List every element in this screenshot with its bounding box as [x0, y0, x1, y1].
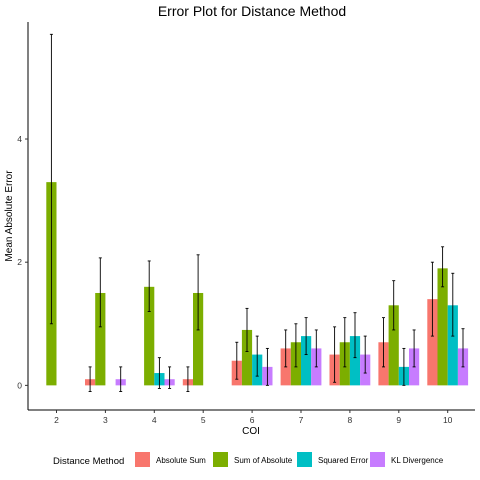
plot-area — [46, 33, 469, 392]
legend: Distance Method Absolute Sum Sum of Absol… — [53, 452, 444, 467]
bar — [95, 292, 106, 386]
legend-entry: Sum of Absolute — [234, 456, 293, 465]
legend-entry: Absolute Sum — [156, 456, 206, 465]
bar — [301, 336, 312, 386]
bar — [447, 305, 458, 386]
y-tick-label: 2 — [17, 257, 22, 267]
x-tick-label: 10 — [443, 415, 453, 425]
legend-entry: Squared Error — [318, 456, 369, 465]
bar — [193, 292, 204, 386]
bar — [241, 329, 253, 386]
legend-swatch — [370, 452, 385, 467]
y-tick-label: 0 — [17, 380, 22, 390]
bar — [349, 336, 361, 386]
x-tick-label: 8 — [348, 415, 353, 425]
legend-swatch — [297, 452, 312, 467]
x-tick-label: 4 — [152, 415, 157, 425]
legend-entry: KL Divergence — [391, 456, 444, 465]
y-ticks: 0 2 4 — [17, 134, 28, 390]
x-tick-label: 6 — [250, 415, 255, 425]
x-tick-label: 2 — [54, 415, 59, 425]
legend-title: Distance Method — [53, 456, 124, 467]
legend-swatch — [135, 452, 150, 467]
chart-title: Error Plot for Distance Method — [158, 3, 346, 19]
x-tick-label: 7 — [299, 415, 304, 425]
bar — [437, 268, 448, 386]
y-tick-label: 4 — [17, 134, 22, 144]
bar — [144, 286, 155, 386]
y-axis-label: Mean Absolute Error — [4, 170, 15, 262]
x-ticks: 2 3 4 5 6 7 8 9 10 — [54, 410, 453, 425]
bar — [388, 305, 399, 386]
legend-swatch — [213, 452, 228, 467]
x-tick-label: 3 — [103, 415, 108, 425]
x-tick-label: 9 — [396, 415, 401, 425]
x-axis-label: COI — [242, 426, 260, 437]
bar — [427, 299, 438, 386]
x-tick-label: 5 — [201, 415, 206, 425]
